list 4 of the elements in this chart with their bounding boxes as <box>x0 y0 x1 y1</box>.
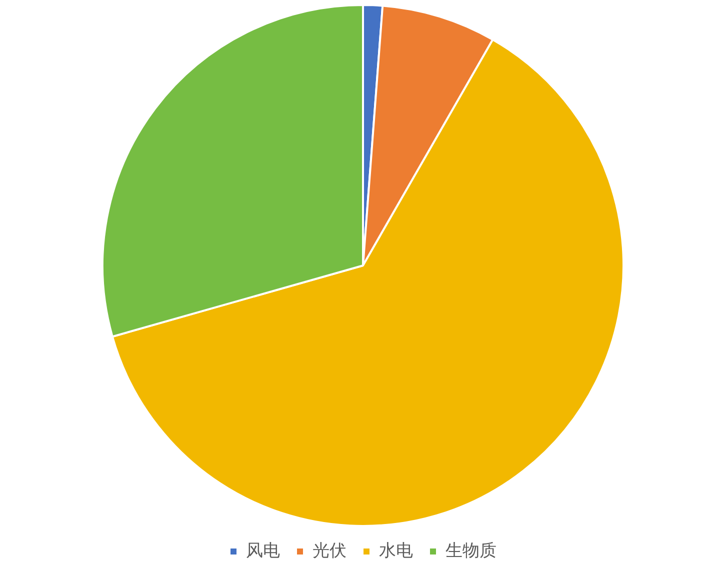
legend-label: 风电 <box>246 540 280 561</box>
legend-label: 光伏 <box>312 540 346 561</box>
legend-label: 水电 <box>379 540 413 561</box>
legend-label: 生物质 <box>446 540 496 561</box>
